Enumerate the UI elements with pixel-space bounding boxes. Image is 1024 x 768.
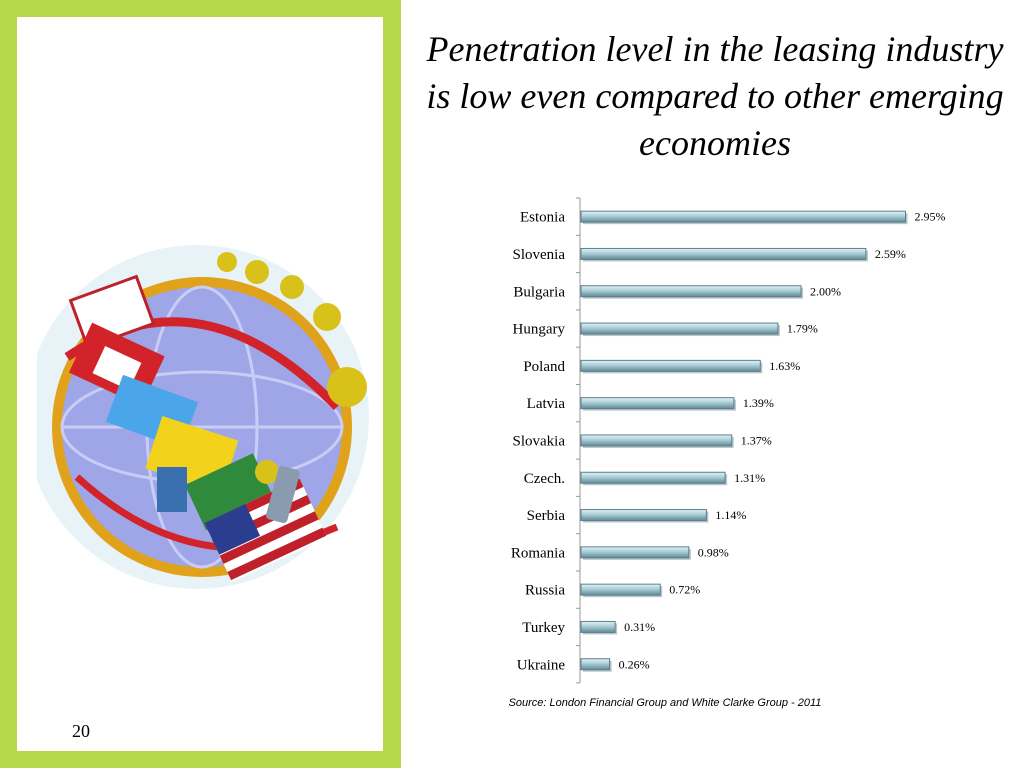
bar-value-label: 0.98% (698, 545, 729, 559)
bar (580, 359, 761, 372)
bar (580, 247, 867, 260)
bar-value-label: 2.00% (810, 284, 841, 298)
source-note: Source: London Financial Group and White… (508, 697, 822, 709)
bar-value-label: 2.59% (875, 247, 906, 261)
category-label: Russia (525, 583, 565, 599)
bar (580, 322, 779, 335)
category-label: Slovenia (513, 247, 566, 263)
category-label: Hungary (513, 322, 566, 338)
slide-number: 20 (72, 721, 90, 741)
bar-value-label: 1.63% (769, 359, 800, 373)
bar-chart-svg: Estonia 2.95% Slovenia 2.59% Bulgaria 2.00% Hu… (511, 197, 946, 684)
bar-value-label: 1.79% (787, 322, 818, 336)
category-label: Poland (523, 359, 565, 375)
category-label: Czech. (524, 471, 565, 487)
category-label: Romania (511, 545, 565, 561)
category-label: Latvia (527, 396, 566, 412)
bar-value-label: 1.31% (734, 471, 765, 485)
bar-chart: Estonia 2.95% Slovenia 2.59% Bulgaria 2.00% Hu… (430, 188, 1010, 688)
bar-value-label: 0.72% (669, 583, 700, 597)
bar-value-label: 0.31% (624, 620, 655, 634)
bar-value-label: 1.39% (743, 396, 774, 410)
bar (580, 583, 661, 596)
bar-value-label: 2.95% (915, 210, 946, 224)
bar (580, 509, 707, 522)
bar (580, 471, 726, 484)
category-label: Estonia (520, 210, 565, 226)
globe-with-flags-icon (37, 245, 369, 589)
category-label: Bulgaria (513, 284, 565, 300)
left-content-area: 20 (17, 17, 383, 751)
bar (580, 397, 735, 410)
bar (580, 434, 733, 447)
category-label: Serbia (527, 508, 566, 524)
bar (580, 658, 611, 671)
category-label: Ukraine (517, 657, 566, 673)
category-label: Slovakia (513, 433, 566, 449)
category-label: Turkey (522, 620, 565, 636)
bar (580, 620, 616, 633)
bar (580, 210, 906, 223)
bar-value-label: 1.14% (715, 508, 746, 522)
left-accent-panel: 20 (0, 0, 401, 768)
bar-value-label: 1.37% (741, 433, 772, 447)
bar-value-label: 0.26% (619, 657, 650, 671)
bar (580, 546, 690, 559)
bar (580, 285, 802, 298)
slide-title: Penetration level in the leasing industr… (426, 29, 1004, 163)
